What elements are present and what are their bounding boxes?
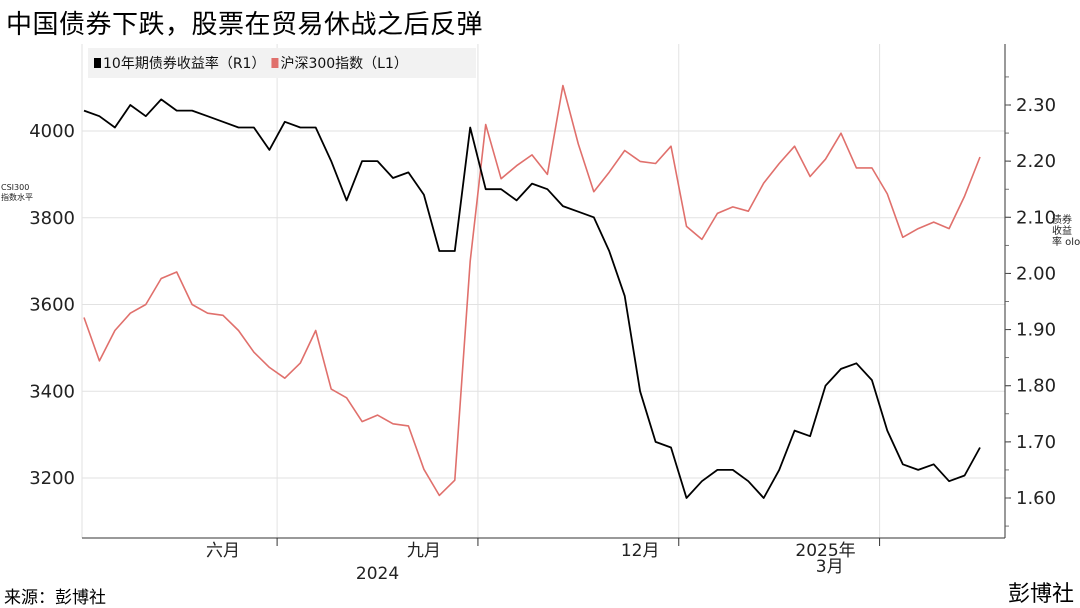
grid-lines <box>81 44 1005 538</box>
right-axis-label: 率 olo <box>1052 235 1080 248</box>
source-note: 来源：彭博社 <box>4 588 106 608</box>
left-tick-label: 3400 <box>29 381 75 402</box>
csi300-series-line <box>83 84 981 497</box>
x-tick-label: 九月 <box>407 541 441 561</box>
left-axis-ticks: 3200 3400 3600 3800 4000 <box>29 121 75 489</box>
legend: 10年期债券收益率（R1） 沪深300指数（L1） <box>94 55 408 72</box>
left-tick-label: 3800 <box>29 208 75 229</box>
legend-swatch <box>94 58 101 68</box>
legend-entry-label: 10年期债券收益率（R1） <box>103 55 265 72</box>
right-tick-label: 2.10 <box>1016 207 1056 228</box>
left-tick-label: 4000 <box>29 121 75 142</box>
right-tick-label: 2.30 <box>1016 95 1056 116</box>
right-tick-label: 2.00 <box>1016 263 1056 284</box>
right-tick-label: 1.70 <box>1016 432 1056 453</box>
bond-yield-series-line <box>83 98 981 499</box>
series-group <box>83 84 981 499</box>
right-tick-label: 1.90 <box>1016 320 1056 341</box>
right-axis-ticks: 1.60 1.70 1.80 1.90 2.00 2.10 2.20 2.30 <box>1005 76 1056 527</box>
x-tick-label: 12月 <box>621 541 660 561</box>
left-axis-label: 指数水平 <box>1 192 33 202</box>
right-tick-label: 2.20 <box>1016 151 1056 172</box>
legend-box <box>88 48 476 78</box>
right-tick-label: 1.80 <box>1016 376 1056 397</box>
legend-swatch <box>271 58 279 68</box>
left-axis-label: CSI300 <box>1 183 29 192</box>
x-tick-label: 3月 <box>816 557 844 577</box>
right-axis-label: 收益 <box>1052 224 1072 237</box>
left-tick-label: 3200 <box>29 468 75 489</box>
brand-logo-text: 彭博社 <box>1007 582 1074 607</box>
right-tick-label: 1.60 <box>1016 488 1056 509</box>
legend-entry-label: 沪深300指数（L1） <box>280 56 407 72</box>
chart-title: 中国债券下跌，股票在贸易休战之后反弹 <box>6 10 484 40</box>
x-tick-label: 2025年 <box>795 541 855 561</box>
right-axis-label: 债券 <box>1052 213 1072 226</box>
x-tick-label: 六月 <box>206 541 240 561</box>
left-tick-label: 3600 <box>29 295 75 316</box>
year-label: 2024 <box>356 564 399 584</box>
